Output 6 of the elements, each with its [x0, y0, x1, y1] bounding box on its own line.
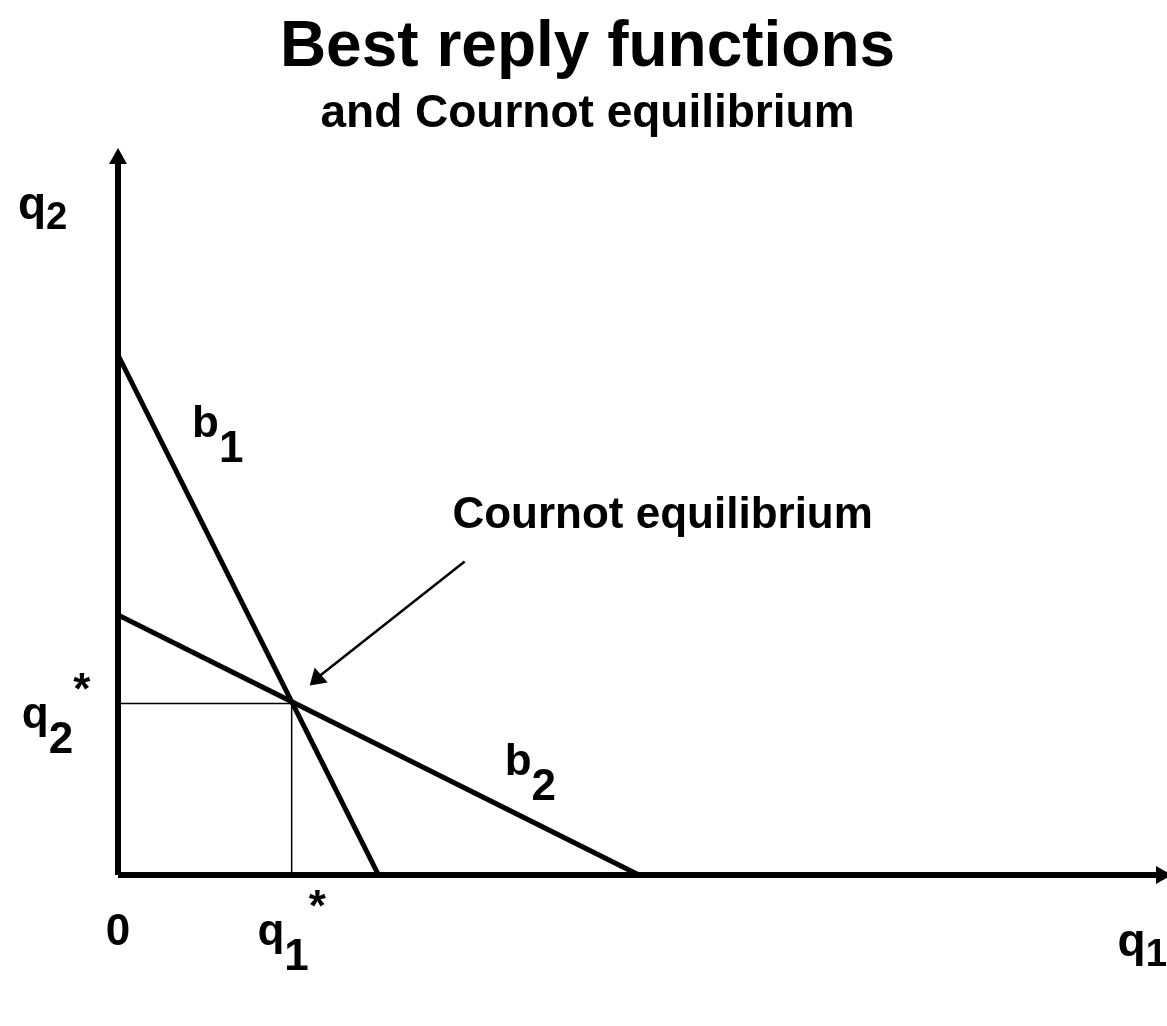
y-axis-title: q$_{2}$ — [18, 176, 68, 239]
x-axis-title: q$_{1}$ — [1117, 913, 1167, 976]
chart-subtitle: and Cournot equilibrium — [319, 84, 856, 138]
chart-title: Best reply functions — [278, 8, 897, 80]
annotation: Cournot equilibrium — [452, 488, 873, 538]
x-tick-label: 0 — [105, 905, 131, 954]
